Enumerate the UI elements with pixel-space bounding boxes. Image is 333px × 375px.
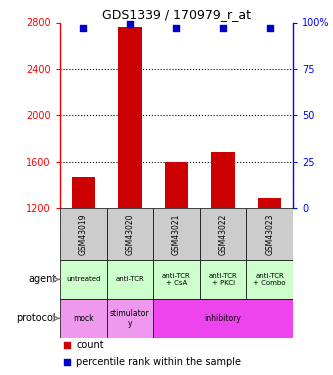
Bar [118,27,142,208]
Text: GSM43020: GSM43020 [125,213,135,255]
Text: inhibitory: inhibitory [205,314,241,323]
Text: anti-TCR
+ Combo: anti-TCR + Combo [253,273,286,286]
Bar [107,299,153,338]
Bar [153,208,200,260]
Bar [153,260,200,299]
Bar [107,208,153,260]
Bar [246,260,293,299]
Point [64,342,70,348]
Bar [153,299,293,338]
Text: anti-TCR
+ PKCi: anti-TCR + PKCi [209,273,237,286]
Bar [246,208,293,260]
Point [174,25,179,31]
Text: protocol: protocol [17,314,56,323]
Text: anti-TCR: anti-TCR [116,276,144,282]
Text: GSM43023: GSM43023 [265,213,274,255]
Bar [72,177,95,208]
Bar [60,208,107,260]
Text: GSM43021: GSM43021 [172,213,181,255]
Text: GSM43019: GSM43019 [79,213,88,255]
Point [127,21,133,27]
Bar [211,152,235,208]
Point [81,25,86,31]
Text: count: count [76,340,104,350]
Text: stimulator
y: stimulator y [110,309,150,328]
Bar [107,260,153,299]
Point [267,25,272,31]
Text: agent: agent [28,274,56,284]
Title: GDS1339 / 170979_r_at: GDS1339 / 170979_r_at [102,8,251,21]
Point [64,359,70,365]
Text: anti-TCR
+ CsA: anti-TCR + CsA [162,273,191,286]
Text: GSM43022: GSM43022 [218,213,228,255]
Bar [258,198,281,208]
Bar [200,208,246,260]
Text: untreated: untreated [66,276,101,282]
Bar [200,260,246,299]
Text: mock: mock [73,314,94,323]
Text: percentile rank within the sample: percentile rank within the sample [76,357,241,367]
Point [220,25,226,31]
Bar [60,299,107,338]
Bar [165,162,188,208]
Bar [60,260,107,299]
